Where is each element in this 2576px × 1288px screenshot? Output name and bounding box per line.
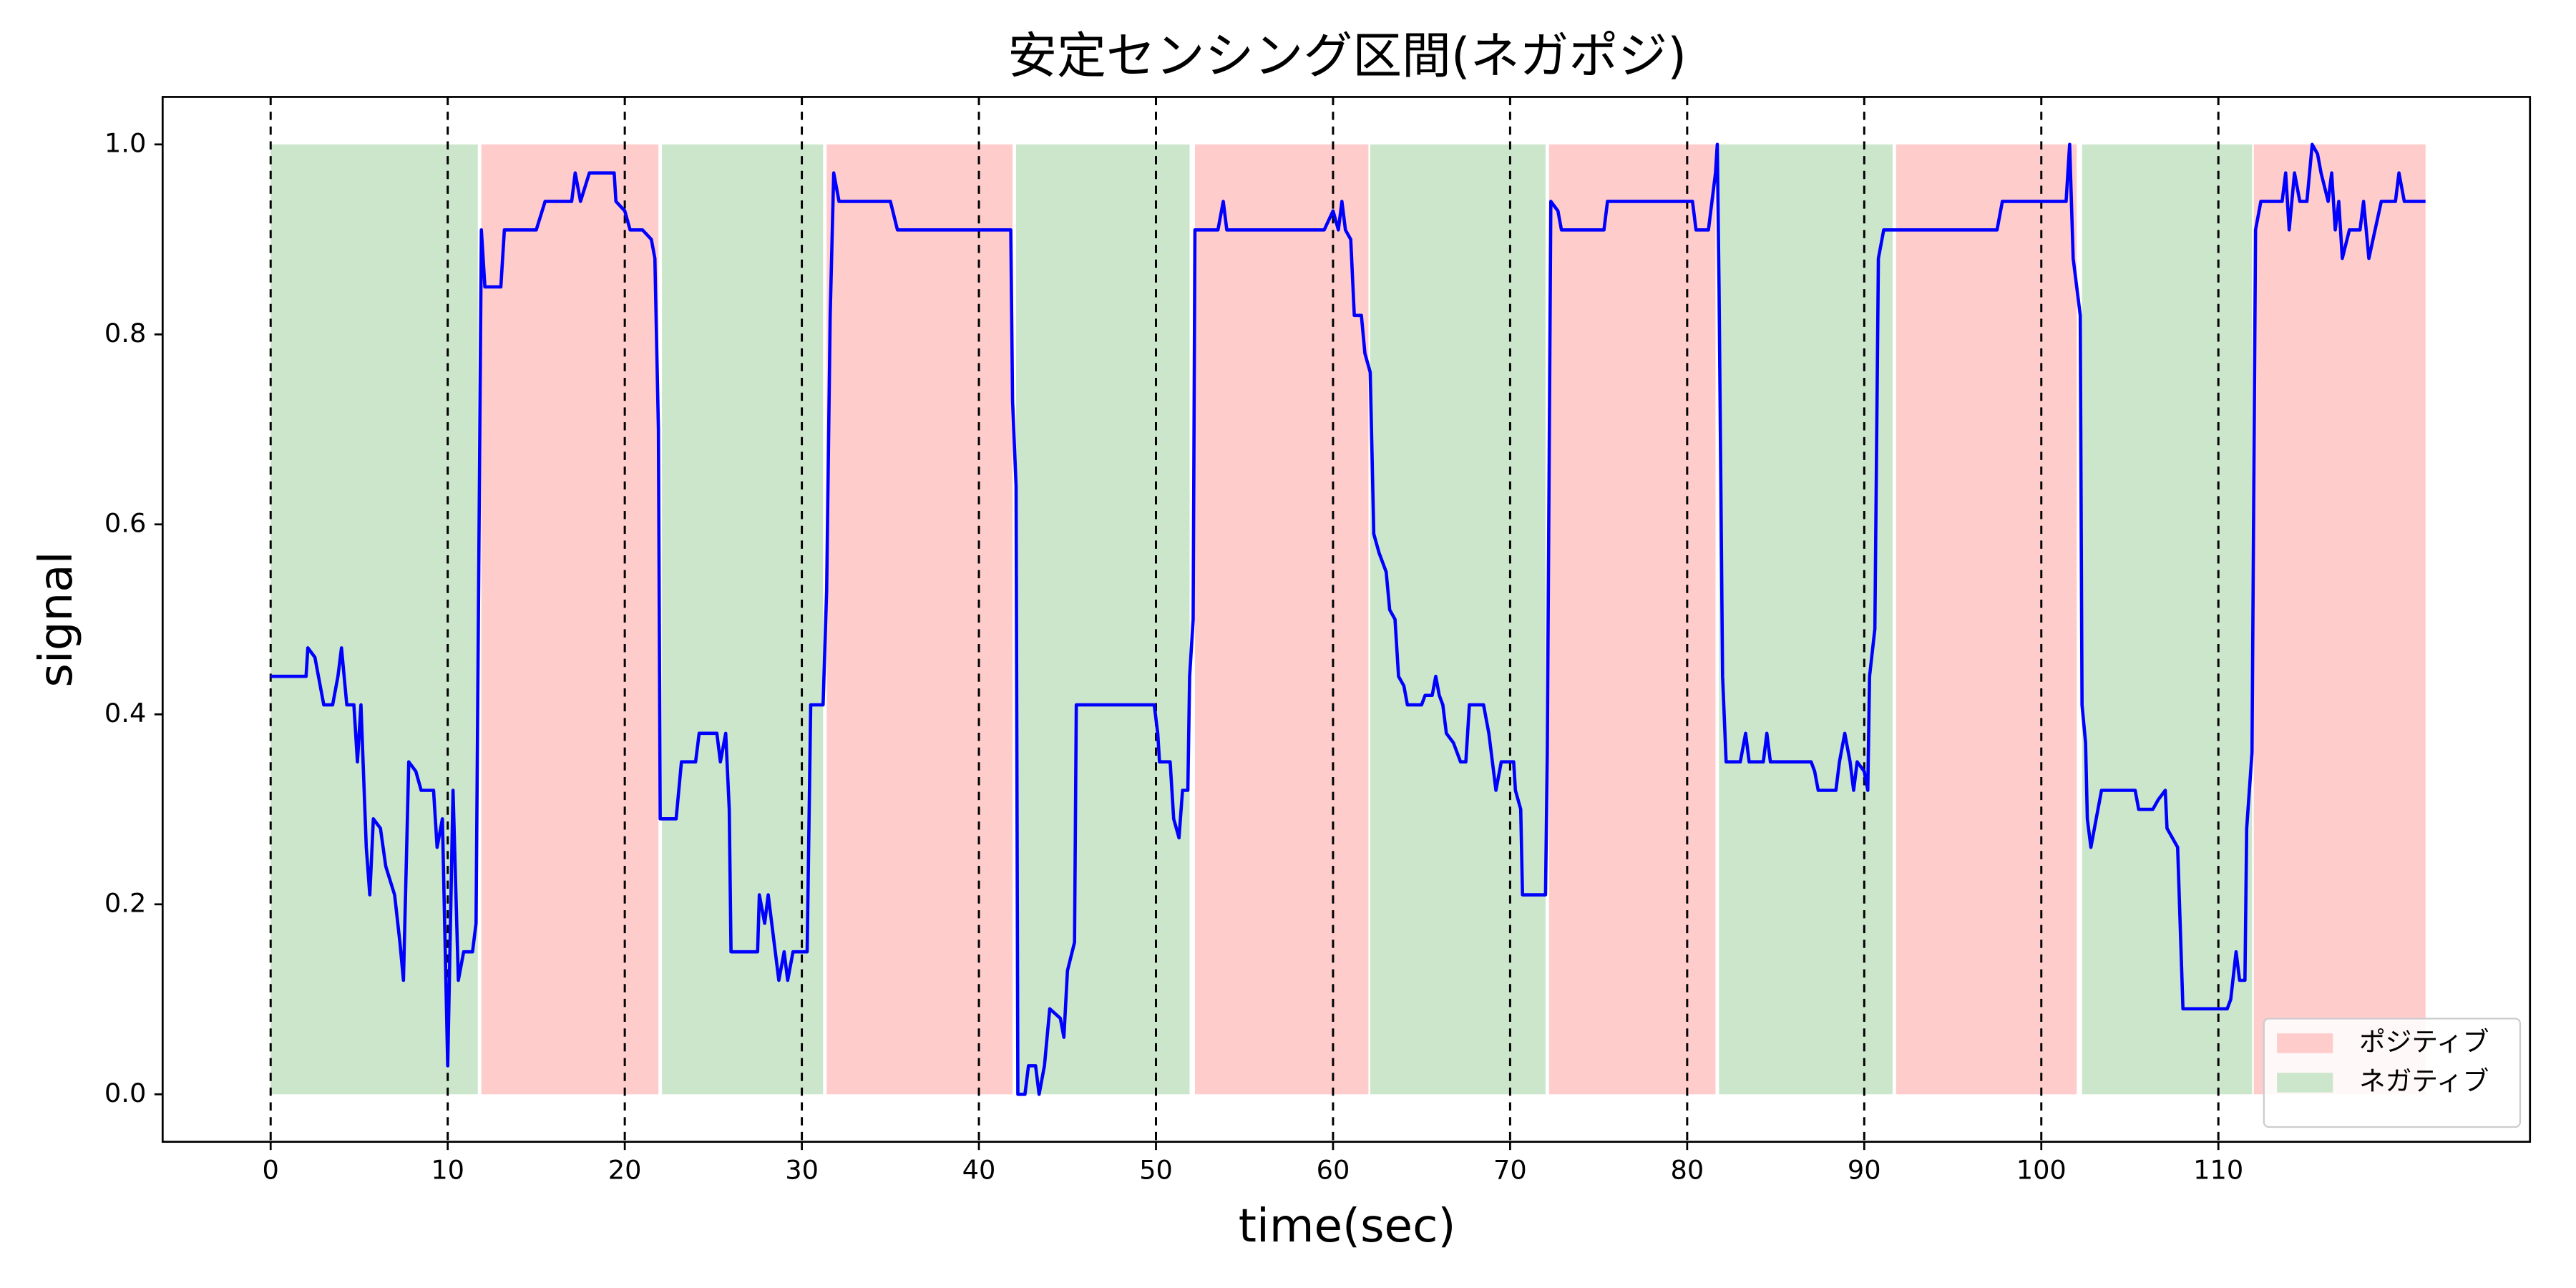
span xyxy=(1370,144,1546,1095)
span xyxy=(481,144,659,1095)
x-tick-label: 60 xyxy=(1317,1154,1350,1185)
span xyxy=(1719,144,1893,1095)
span xyxy=(1548,144,1716,1095)
x-tick-label: 0 xyxy=(263,1154,279,1185)
legend-swatch xyxy=(2277,1073,2333,1093)
y-tick-label: 0.2 xyxy=(104,887,146,918)
span xyxy=(2253,144,2426,1095)
legend-swatch xyxy=(2277,1033,2333,1053)
plot-frame xyxy=(161,96,2532,1143)
x-tick-label: 90 xyxy=(1848,1154,1881,1185)
x-tick-label: 50 xyxy=(1139,1154,1173,1185)
legend-label: ポジティブ xyxy=(2359,1026,2489,1057)
span xyxy=(1016,144,1190,1095)
legend-label: ネガティブ xyxy=(2359,1066,2489,1097)
y-axis-label: signal xyxy=(29,552,83,688)
x-tick-label: 40 xyxy=(962,1154,996,1185)
y-tick-label: 0.8 xyxy=(104,318,146,348)
span xyxy=(1896,144,2077,1095)
x-tick-label: 10 xyxy=(431,1154,464,1185)
x-tick-label: 110 xyxy=(2193,1154,2243,1185)
span xyxy=(662,144,824,1095)
span xyxy=(1194,144,1369,1095)
y-tick-label: 1.0 xyxy=(104,127,146,158)
span xyxy=(826,144,1013,1095)
signal-line xyxy=(270,142,2426,1096)
x-tick-label: 20 xyxy=(608,1154,642,1185)
x-axis-label: time(sec) xyxy=(1239,1199,1456,1253)
y-tick-label: 0.0 xyxy=(104,1078,146,1108)
x-tick-label: 30 xyxy=(785,1154,819,1185)
y-tick-label: 0.4 xyxy=(104,698,146,728)
x-tick-label: 80 xyxy=(1670,1154,1704,1185)
x-tick-label: 70 xyxy=(1493,1154,1527,1185)
chart-title: 安定センシング区間(ネガポジ) xyxy=(1008,28,1687,85)
x-tick-label: 100 xyxy=(2016,1154,2067,1185)
y-tick-label: 0.6 xyxy=(104,507,146,538)
span xyxy=(2082,144,2253,1095)
